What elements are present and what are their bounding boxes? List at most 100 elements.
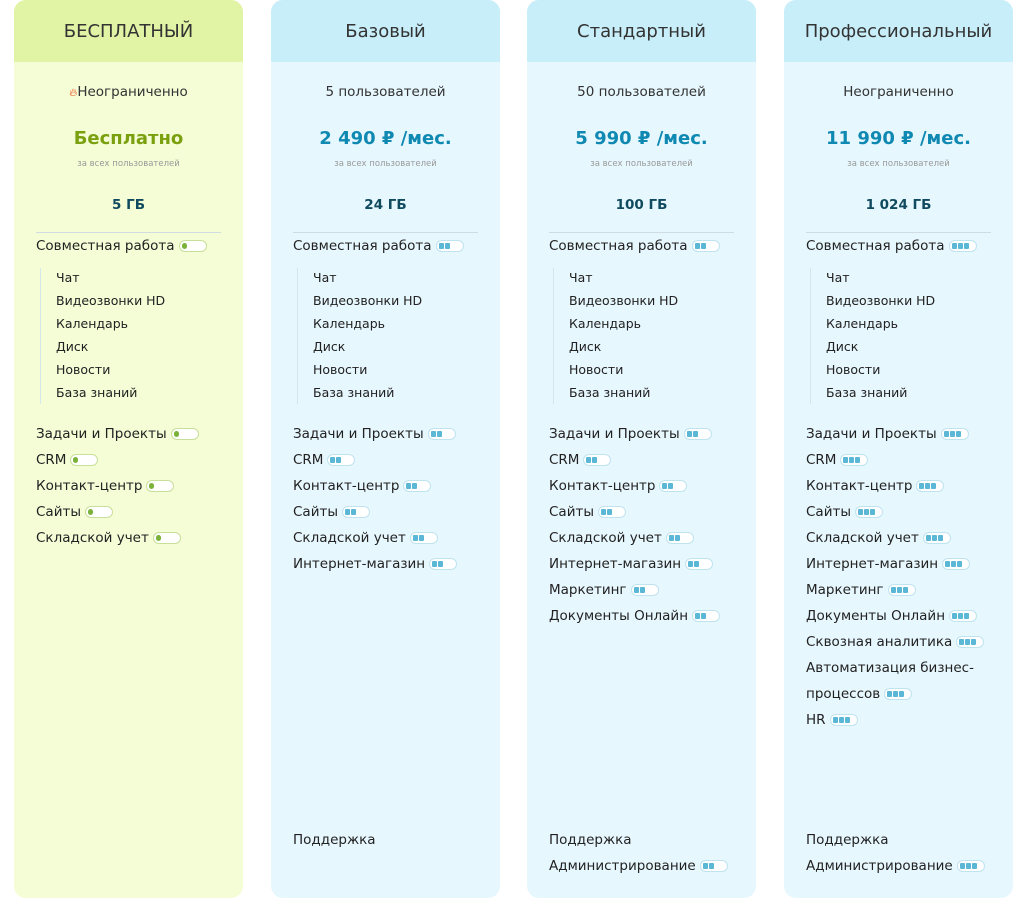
plan-price: 2 490 ₽ /мес. (319, 128, 452, 149)
feature-label: Задачи и Проекты (549, 426, 680, 442)
sub-feature-item: Календарь (569, 316, 641, 331)
feature-item: Администрирование (549, 857, 728, 875)
feature-item: Совместная работа (293, 237, 464, 255)
feature-item: Совместная работа (36, 237, 207, 255)
level-dot (412, 535, 418, 541)
sub-feature-item: Диск (313, 339, 346, 354)
level-dot (844, 717, 850, 723)
plan-card-0: БЕСПЛАТНЫЙ 🔥︎Неограниченно Бесплатно за все… (14, 0, 243, 898)
feature-item: Совместная работа (806, 237, 977, 255)
level-dot (701, 613, 707, 619)
level-dot (931, 535, 937, 541)
feature-item: Складской учет (36, 529, 181, 547)
level-dot (937, 535, 943, 541)
level-indicator (85, 506, 113, 518)
feature-item: Задачи и Проекты (293, 425, 456, 443)
price-note: за всех пользователей (847, 159, 950, 169)
sub-list-line (810, 268, 811, 404)
feature-label: Администрирование (549, 858, 696, 874)
sub-feature-item: Новости (56, 362, 111, 377)
level-indicator (427, 428, 456, 440)
level-indicator (70, 454, 99, 466)
level-dot (965, 639, 971, 645)
level-dot (438, 561, 444, 567)
feature-item: CRM (293, 451, 356, 469)
level-dot (688, 561, 694, 567)
level-dot (662, 483, 668, 489)
level-dot (890, 587, 896, 593)
level-dot (436, 431, 442, 437)
sub-list-line (40, 268, 41, 404)
feature-item: Задачи и Проекты (36, 425, 199, 443)
feature-label: процессов (806, 686, 881, 702)
feature-item: Интернет-магазин (806, 555, 971, 573)
feature-item: CRM (806, 451, 869, 469)
level-dot (855, 457, 861, 463)
level-dot (958, 613, 964, 619)
sub-feature-item: Диск (569, 339, 602, 354)
feature-item: Контакт-центр (293, 477, 432, 495)
level-indicator (942, 558, 971, 570)
plan-storage: 5 ГБ (112, 197, 145, 213)
feature-label: HR (806, 712, 826, 728)
plan-users: Неограниченно (784, 84, 1013, 100)
sub-feature-item: Диск (56, 339, 89, 354)
feature-label: Сквозная аналитика (806, 634, 953, 650)
feature-label: Контакт-центр (293, 478, 400, 494)
feature-label: CRM (36, 452, 67, 468)
level-dot (951, 561, 957, 567)
level-dot (88, 509, 93, 515)
level-dot (73, 457, 79, 463)
feature-item: Поддержка (293, 831, 376, 849)
level-dot (899, 691, 905, 697)
sub-feature-item: Чат (56, 270, 80, 285)
feature-label: CRM (806, 452, 837, 468)
feature-item: Контакт-центр (36, 477, 175, 495)
feature-item: Администрирование (806, 857, 985, 875)
feature-label: Поддержка (549, 832, 632, 848)
level-indicator (152, 532, 181, 544)
feature-item: Автоматизация бизнес- (806, 659, 974, 677)
level-dot (919, 483, 925, 489)
level-dot (674, 535, 680, 541)
feature-item: HR (806, 711, 858, 729)
feature-label: Задачи и Проекты (806, 426, 937, 442)
feature-label: Складской учет (293, 530, 406, 546)
level-dot (858, 509, 863, 515)
level-dot (702, 863, 708, 869)
feature-label: Автоматизация бизнес- (806, 660, 974, 676)
sub-feature-item: База знаний (56, 385, 138, 400)
feature-item: Сайты (36, 503, 113, 521)
level-indicator (598, 506, 626, 518)
feature-label: Контакт-центр (806, 478, 913, 494)
plan-price: Бесплатно (73, 128, 184, 149)
level-indicator (659, 480, 688, 492)
feature-item: Контакт-центр (549, 477, 688, 495)
sub-list-line (297, 268, 298, 404)
feature-label: CRM (293, 452, 324, 468)
level-dot (925, 535, 931, 541)
level-dot (639, 587, 645, 593)
level-dot (708, 863, 714, 869)
level-dot (964, 613, 970, 619)
level-dot (601, 509, 606, 515)
level-dot (832, 717, 838, 723)
feature-item: Документы Онлайн (549, 607, 721, 625)
level-dot (692, 431, 698, 437)
feature-item: CRM (549, 451, 612, 469)
level-indicator (409, 532, 438, 544)
sub-feature-item: Календарь (313, 316, 385, 331)
plan-card-1: Базовый 5 пользователей 2 490 ₽ /мес. за вс… (271, 0, 500, 898)
feature-label: Совместная работа (806, 238, 945, 254)
level-dot (896, 587, 902, 593)
feature-label: Задачи и Проекты (293, 426, 424, 442)
plan-users: 🔥︎Неограниченно (14, 84, 243, 100)
level-dot (838, 717, 844, 723)
level-dot (438, 243, 444, 249)
feature-label: Документы Онлайн (806, 608, 946, 624)
feature-item: Сайты (293, 503, 370, 521)
level-dot (418, 535, 424, 541)
users-count: Неограниченно (77, 84, 188, 100)
level-dot (686, 431, 692, 437)
level-dot (695, 613, 701, 619)
